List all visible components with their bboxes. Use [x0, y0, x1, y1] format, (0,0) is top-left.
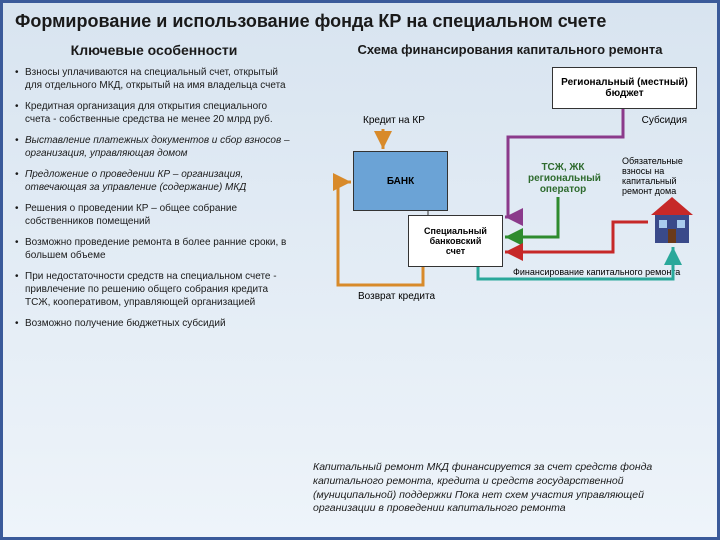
- bullet-item: При недостаточности средств на специальн…: [15, 270, 293, 309]
- diagram: Региональный (местный) бюджет БАНК Специ…: [313, 67, 707, 367]
- house-icon: [647, 195, 697, 245]
- bullet-item: Возможно проведение ремонта в более ранн…: [15, 236, 293, 262]
- bullet-item: Решения о проведении КР – общее собрание…: [15, 202, 293, 228]
- page-title: Формирование и использование фонда КР на…: [3, 3, 717, 36]
- left-subtitle: Ключевые особенности: [15, 42, 293, 58]
- bullet-item: Предложение о проведении КР – организаци…: [15, 168, 293, 194]
- footnote: Капитальный ремонт МКД финансируется за …: [313, 461, 707, 516]
- content: Ключевые особенности Взносы уплачиваются…: [3, 36, 717, 526]
- left-panel: Ключевые особенности Взносы уплачиваются…: [3, 36, 303, 526]
- right-panel: Схема финансирования капитального ремонт…: [303, 36, 717, 526]
- right-subtitle: Схема финансирования капитального ремонт…: [313, 42, 707, 57]
- bullet-item: Возможно получение бюджетных субсидий: [15, 317, 293, 330]
- bullet-item: Выставление платежных документов и сбор …: [15, 134, 293, 160]
- bullet-item: Взносы уплачиваются на специальный счет,…: [15, 66, 293, 92]
- bullets-list: Взносы уплачиваются на специальный счет,…: [15, 66, 293, 330]
- bullet-item: Кредитная организация для открытия специ…: [15, 100, 293, 126]
